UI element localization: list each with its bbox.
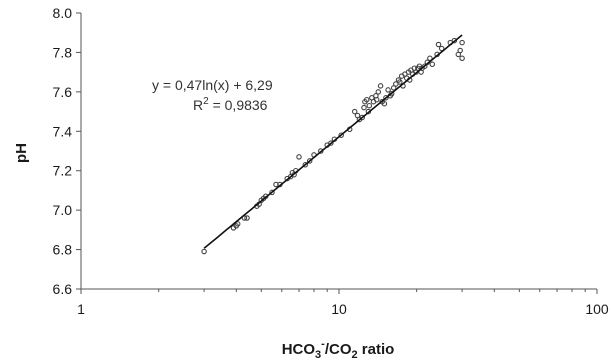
data-point: [296, 154, 302, 160]
data-point: [377, 83, 384, 89]
data-point: [338, 132, 344, 138]
data-point: [328, 140, 334, 146]
data-point: [363, 96, 370, 103]
data-point: [269, 189, 275, 196]
data-point: [429, 61, 436, 68]
data-point: [244, 215, 250, 221]
data-point: [306, 158, 313, 164]
r-squared-sup: 2: [203, 96, 209, 107]
x-axis-title-sub2: 2: [352, 349, 358, 361]
x-axis-title-main: HCO: [282, 341, 316, 358]
y-tick-label: 7.8: [53, 44, 73, 60]
trendline: [203, 34, 463, 249]
data-point: [201, 248, 207, 255]
data-point: [383, 95, 389, 101]
y-tick-label: 6.8: [53, 242, 73, 258]
data-point: [388, 91, 395, 97]
data-point: [438, 45, 445, 52]
data-point: [375, 89, 382, 95]
data-point: [422, 63, 428, 69]
data-point: [397, 79, 403, 85]
x-axis-title-rest2: ratio: [358, 341, 395, 358]
data-point: [381, 100, 388, 107]
y-tick-label: 8.0: [53, 5, 73, 21]
data-point: [359, 114, 365, 121]
data-point: [351, 108, 358, 115]
data-point: [459, 39, 465, 46]
data-point: [385, 87, 391, 93]
x-axis-title-sup: -: [321, 338, 325, 350]
data-point: [435, 41, 442, 48]
y-tick-label: 7.4: [53, 123, 73, 139]
y-tick-label: 6.6: [53, 281, 73, 297]
data-point: [459, 55, 465, 62]
y-tick-label: 7.6: [53, 84, 73, 100]
data-point: [302, 162, 309, 168]
y-tick-label: 7.2: [53, 163, 73, 179]
axes: [76, 12, 598, 294]
x-tick-label: 1: [77, 301, 85, 317]
r-squared-main: R: [193, 97, 203, 113]
data-point: [373, 96, 380, 103]
x-tick-label: 10: [331, 301, 347, 317]
y-axis-title: pH: [13, 143, 30, 163]
data-point: [361, 104, 367, 111]
data-point: [234, 221, 241, 227]
trendline-equation: y = 0,47ln(x) + 6,29: [152, 77, 273, 93]
data-point: [427, 55, 433, 62]
data-point: [457, 47, 463, 54]
data-point: [451, 37, 458, 44]
x-axis-title: HCO3-/CO2 ratio: [282, 338, 395, 361]
x-axis-title-rest1: /CO: [325, 341, 352, 358]
data-point: [366, 102, 373, 109]
r-squared-rest: = 0,9836: [209, 97, 268, 113]
y-tick-label: 7.0: [53, 202, 73, 218]
tick-labels: 6.6 6.8 7.0 7.2 7.4 7.6 7.8 8.0 1 10 100: [53, 5, 609, 317]
x-axis-title-sub: 3: [315, 349, 321, 361]
x-tick-label: 100: [585, 301, 609, 317]
r-squared-label: R2 = 0,9836: [193, 96, 268, 113]
trendline-group: [203, 34, 463, 249]
data-points: [201, 37, 465, 255]
